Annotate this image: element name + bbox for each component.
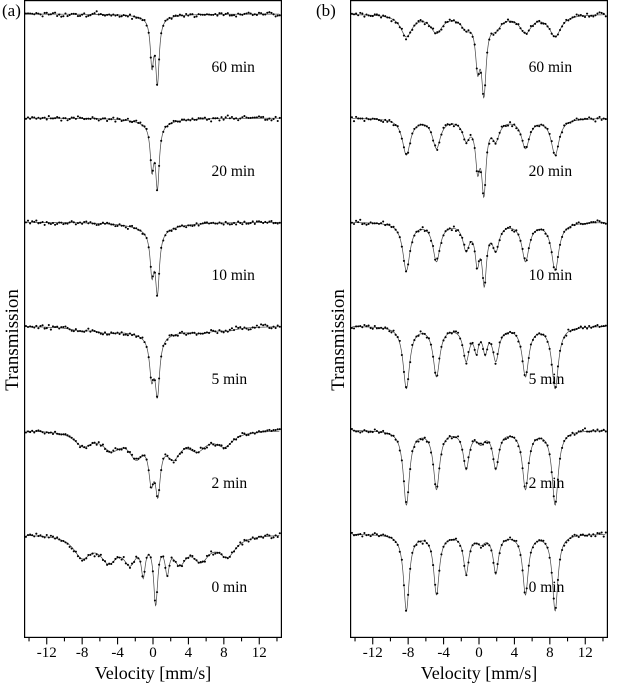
panel-b-plot xyxy=(350,0,608,662)
panel-a-x-axis-label: Velocity [mm/s] xyxy=(94,663,212,683)
panel-a-plot xyxy=(24,0,282,662)
panel-a-letter: (a) xyxy=(2,1,21,20)
panel-b-letter: (b) xyxy=(316,1,336,20)
panel-b-x-axis-label: Velocity [mm/s] xyxy=(420,663,538,683)
panel-b-y-axis-label: Transmission xyxy=(328,289,349,391)
panel-a-y-axis-label: Transmission xyxy=(2,289,23,391)
